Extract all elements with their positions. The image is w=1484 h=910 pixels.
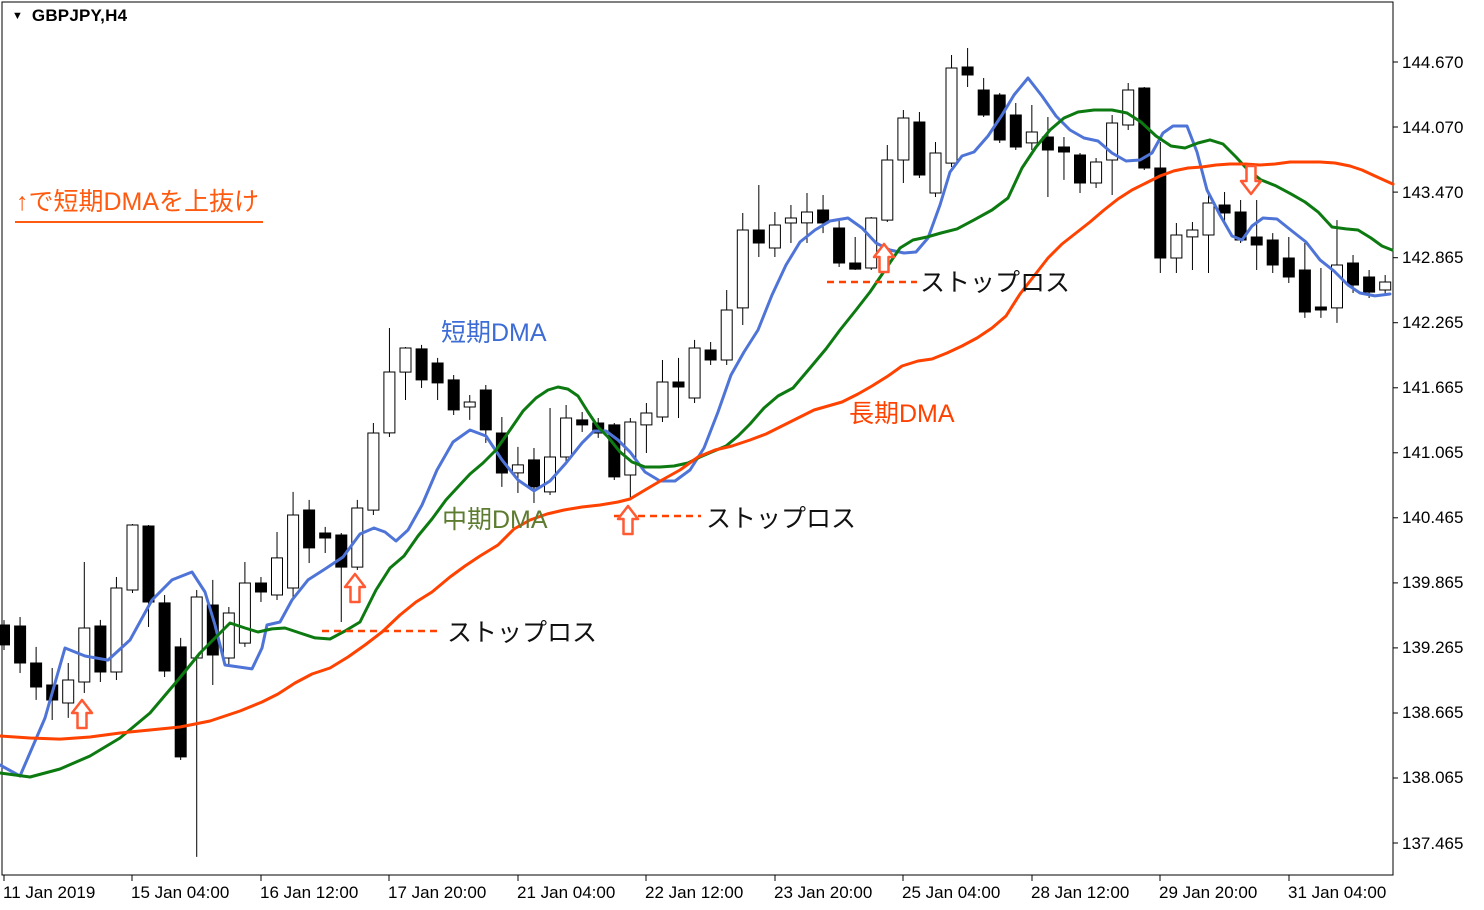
candle-bullish [238,582,251,644]
candle-bearish [303,509,316,549]
candle-bullish [463,401,476,408]
candle-bullish [367,432,380,511]
candle-bullish [881,159,894,221]
candle-bearish [447,379,460,411]
candle-bearish [158,602,171,672]
candle-bearish [1250,236,1263,246]
candle-bullish [688,347,701,399]
candle-bullish [190,596,203,659]
candle-bearish [576,419,589,426]
candle-bearish [961,66,974,76]
candle-bearish [30,662,43,688]
candle-bearish [479,389,492,431]
candle-bullish [1090,161,1103,184]
candle-bearish [1314,306,1327,311]
candle-bearish [1058,146,1070,153]
candle-bullish [62,679,75,704]
candle-bearish [528,459,540,488]
candle-bearish [849,262,862,270]
candle-bearish [1041,136,1054,151]
candle-bullish [399,347,412,373]
candle-bullish [656,381,669,418]
candle-bearish [1347,262,1359,286]
candle-bearish [14,625,27,664]
signal-arrow-down-icon [1239,164,1263,196]
candle-bearish [94,625,107,673]
signal-arrow-up-icon [872,242,896,274]
signal-arrow-up-icon [343,572,367,604]
candle-bullish [110,587,123,673]
candle-bullish [1379,281,1392,291]
candle-bullish [222,612,235,659]
candle-bearish [0,624,10,646]
signal-arrow-up-icon [70,698,94,730]
candle-bullish [768,224,781,249]
candle-bearish [672,381,685,388]
candle-bearish [833,227,846,264]
candle-bearish [1266,239,1279,266]
candle-bullish [1122,89,1135,126]
candle-bullish [801,211,813,224]
candle-bullish [560,417,573,458]
candle-bearish [319,532,332,539]
candle-bearish [704,349,717,361]
ma-line-mid [0,108,1394,779]
candle-bearish [1154,167,1167,259]
candle-bullish [126,524,139,591]
candle-bearish [1218,204,1231,214]
candle-bullish [1331,264,1343,309]
candle-bearish [1298,269,1311,313]
candle-bearish [174,646,187,758]
candle-bullish [1186,229,1199,238]
candle-bullish [1106,122,1119,161]
candle-bullish [383,371,396,434]
candle-bullish [736,229,749,309]
candle-bearish [142,525,155,603]
candle-bearish [255,582,267,593]
plot-border [1,1,1394,876]
candle-bullish [897,117,910,161]
candle-bullish [1025,131,1038,144]
candle-bearish [1138,87,1151,169]
candle-bullish [1170,234,1183,259]
candle-bullish [929,152,942,194]
candle-bullish [720,309,733,361]
candle-bearish [431,362,444,384]
signal-arrow-up-icon [616,504,640,536]
candle-bullish [1202,202,1215,236]
candle-bearish [415,348,428,381]
candle-bullish [287,514,300,589]
ma-line-long [0,160,1395,741]
candle-bearish [752,229,765,244]
candle-bearish [1009,114,1022,148]
candle-bearish [1282,257,1295,278]
candle-bearish [1074,154,1086,184]
candle-bearish [913,121,926,176]
candle-bearish [817,209,830,224]
ma-line-short [0,76,1392,778]
candle-bullish [784,217,797,224]
candle-bearish [977,89,990,116]
candle-bearish [1363,276,1376,293]
candle-bullish [945,67,958,164]
candle-bullish [640,412,653,426]
candle-bearish [206,604,219,656]
candle-bullish [271,557,283,596]
candle-bullish [511,464,524,474]
